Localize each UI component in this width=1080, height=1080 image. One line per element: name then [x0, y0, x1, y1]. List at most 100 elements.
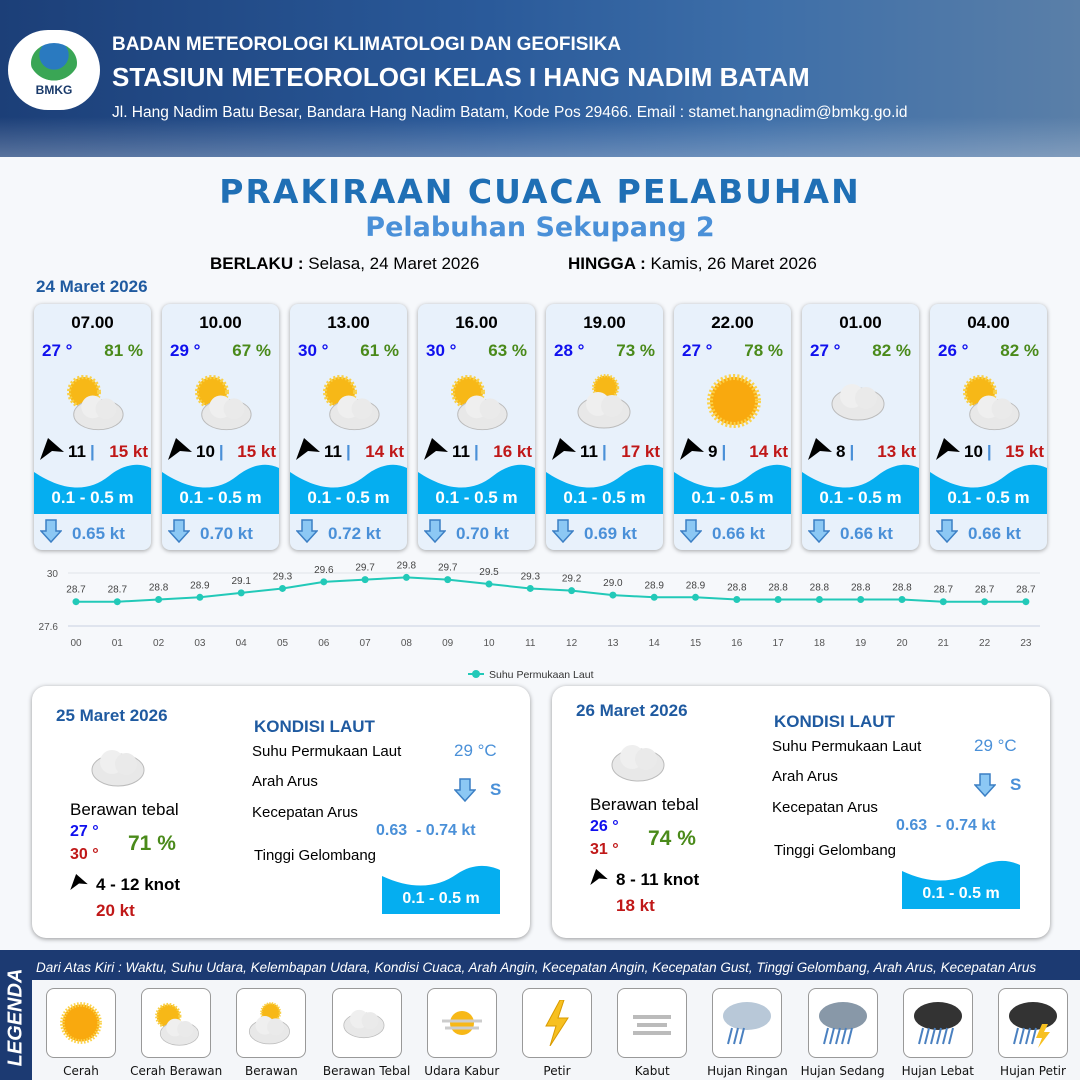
current-direction-down-icon [39, 519, 63, 548]
forecast-card: 04.00 26 ° 82 % 10 | 15 kt 0.1 - 0.5 m 0.6… [930, 304, 1047, 550]
temp-min: 27 ° [70, 823, 99, 840]
data-label: 29.7 [355, 563, 375, 574]
x-tick-label: 09 [442, 638, 454, 649]
weather-condition: Berawan tebal [590, 795, 699, 814]
current-direction-down-icon [453, 778, 477, 807]
x-tick-label: 10 [483, 638, 495, 649]
data-point [857, 596, 865, 603]
data-label: 28.9 [190, 580, 210, 591]
forecast-card: 22.00 27 ° 78 % 9 | 14 kt 0.1 - 0.5 m 0.66… [674, 304, 791, 550]
gust-speed: 17 kt [621, 441, 660, 461]
data-label: 28.7 [108, 585, 128, 596]
air-temperature: 27 ° [42, 341, 73, 360]
legend-item-label: Udara Kabur [424, 1064, 500, 1078]
wind-speed: 9 [708, 441, 718, 461]
current-speed-range: 0.63 - 0.74 kt [896, 817, 996, 834]
legend-item-label: Berawan [245, 1064, 298, 1078]
lightning-icon [522, 988, 592, 1058]
forecast-card: 07.00 27 ° 81 % 11 | 15 kt 0.1 - 0.5 m 0.6… [34, 304, 151, 550]
data-label: 29.6 [314, 565, 334, 576]
current-speed: 0.72 kt [328, 523, 381, 543]
current-direction-label: Arah Arus [772, 768, 838, 785]
air-temperature: 28 ° [554, 341, 585, 360]
wave-graphic [418, 464, 535, 514]
gust-speed: 15 kt [109, 441, 148, 461]
x-tick-label: 03 [194, 638, 206, 649]
x-tick-label: 00 [70, 638, 82, 649]
wave-height-label: Tinggi Gelombang [774, 842, 897, 859]
wind-direction-icon [590, 869, 608, 890]
wind-direction-icon [680, 438, 704, 465]
gust-speed: 14 kt [365, 441, 404, 461]
data-point [196, 593, 204, 601]
valid-to-label: HINGGA : [568, 254, 646, 273]
data-point [113, 598, 121, 606]
forecast-time: 01.00 [839, 313, 882, 332]
data-label: 28.9 [686, 580, 706, 591]
separator: | [218, 441, 224, 461]
x-tick-label: 20 [896, 638, 908, 649]
partly-cloudy-icon [62, 370, 126, 432]
current-direction-down-icon [973, 773, 997, 802]
legend-item: Udara Kabur [415, 988, 509, 1078]
legend-title: LEGENDA [4, 968, 27, 1067]
legend-item: Petir [510, 988, 604, 1078]
legend-item-label: Hujan Ringan [707, 1064, 788, 1078]
data-point [155, 596, 163, 603]
temp-min: 26 ° [590, 818, 619, 835]
gust-speed: 15 kt [237, 441, 276, 461]
air-temperature: 30 ° [298, 341, 329, 360]
wind-direction-icon [296, 438, 320, 465]
summary-date: 26 Maret 2026 [576, 701, 688, 720]
summary-date: 25 Maret 2026 [56, 706, 168, 725]
humidity: 74 % [648, 827, 696, 850]
wind-speed: 10 [964, 441, 983, 461]
data-point [815, 596, 823, 603]
gust-speed: 14 kt [749, 441, 788, 461]
data-label: 29.7 [438, 563, 458, 574]
wind-direction-icon [70, 874, 88, 895]
current-speed-range: 0.63 - 0.74 kt [376, 822, 476, 839]
gust-speed: 16 kt [493, 441, 532, 461]
current-direction-down-icon [167, 519, 191, 548]
data-label: 28.7 [975, 585, 995, 596]
data-label: 28.7 [1016, 585, 1036, 596]
wave-height-label: Tinggi Gelombang [254, 847, 377, 864]
gust-speed: 20 kt [96, 901, 135, 920]
heavy-rain-icon [902, 988, 973, 1058]
data-label: 29.8 [397, 560, 417, 571]
wind-speed: 10 [196, 441, 215, 461]
data-point [774, 596, 782, 603]
legend-item-label: Berawan Tebal [322, 1064, 411, 1078]
overcast-icon [331, 988, 402, 1058]
gust-speed: 18 kt [616, 896, 655, 915]
temp-max: 31 ° [590, 841, 619, 858]
y-tick-label: 27.6 [39, 622, 59, 633]
data-point [568, 587, 576, 595]
data-label: 28.8 [851, 583, 871, 594]
x-tick-label: 16 [731, 638, 743, 649]
wave-height: 0.1 - 0.5 m [691, 488, 774, 507]
wave-height: 0.1 - 0.5 m [307, 488, 390, 507]
wind-direction-icon [936, 438, 960, 465]
legend-item: Hujan Sedang [796, 988, 890, 1078]
day1-date: 24 Maret 2026 [36, 277, 148, 296]
weather-condition: Berawan tebal [70, 800, 179, 819]
x-tick-label: 15 [690, 638, 702, 649]
wind-direction-icon [808, 438, 832, 465]
wind-speed: 11 [452, 441, 470, 461]
x-tick-label: 04 [236, 638, 248, 649]
wind-direction-icon [168, 438, 192, 465]
data-point [72, 598, 80, 606]
wind-speed: 8 [836, 441, 846, 461]
current-speed: 0.66 kt [712, 523, 765, 543]
daily-summary-card: 26 Maret 2026 Berawan tebal 26 ° 31 ° 74… [552, 686, 1050, 938]
wind-speed: 11 [68, 441, 86, 461]
forecast-card: 19.00 28 ° 73 % 11 | 17 kt 0.1 - 0.5 m 0.6… [546, 304, 663, 550]
current-direction-down-icon [807, 519, 831, 548]
data-point [898, 596, 906, 603]
forecast-card: 01.00 27 ° 82 % 8 | 13 kt 0.1 - 0.5 m 0.66… [802, 304, 919, 550]
separator: | [986, 441, 992, 461]
page-title: PRAKIRAAN CUACA PELABUHAN [219, 172, 861, 211]
x-tick-label: 12 [566, 638, 578, 649]
